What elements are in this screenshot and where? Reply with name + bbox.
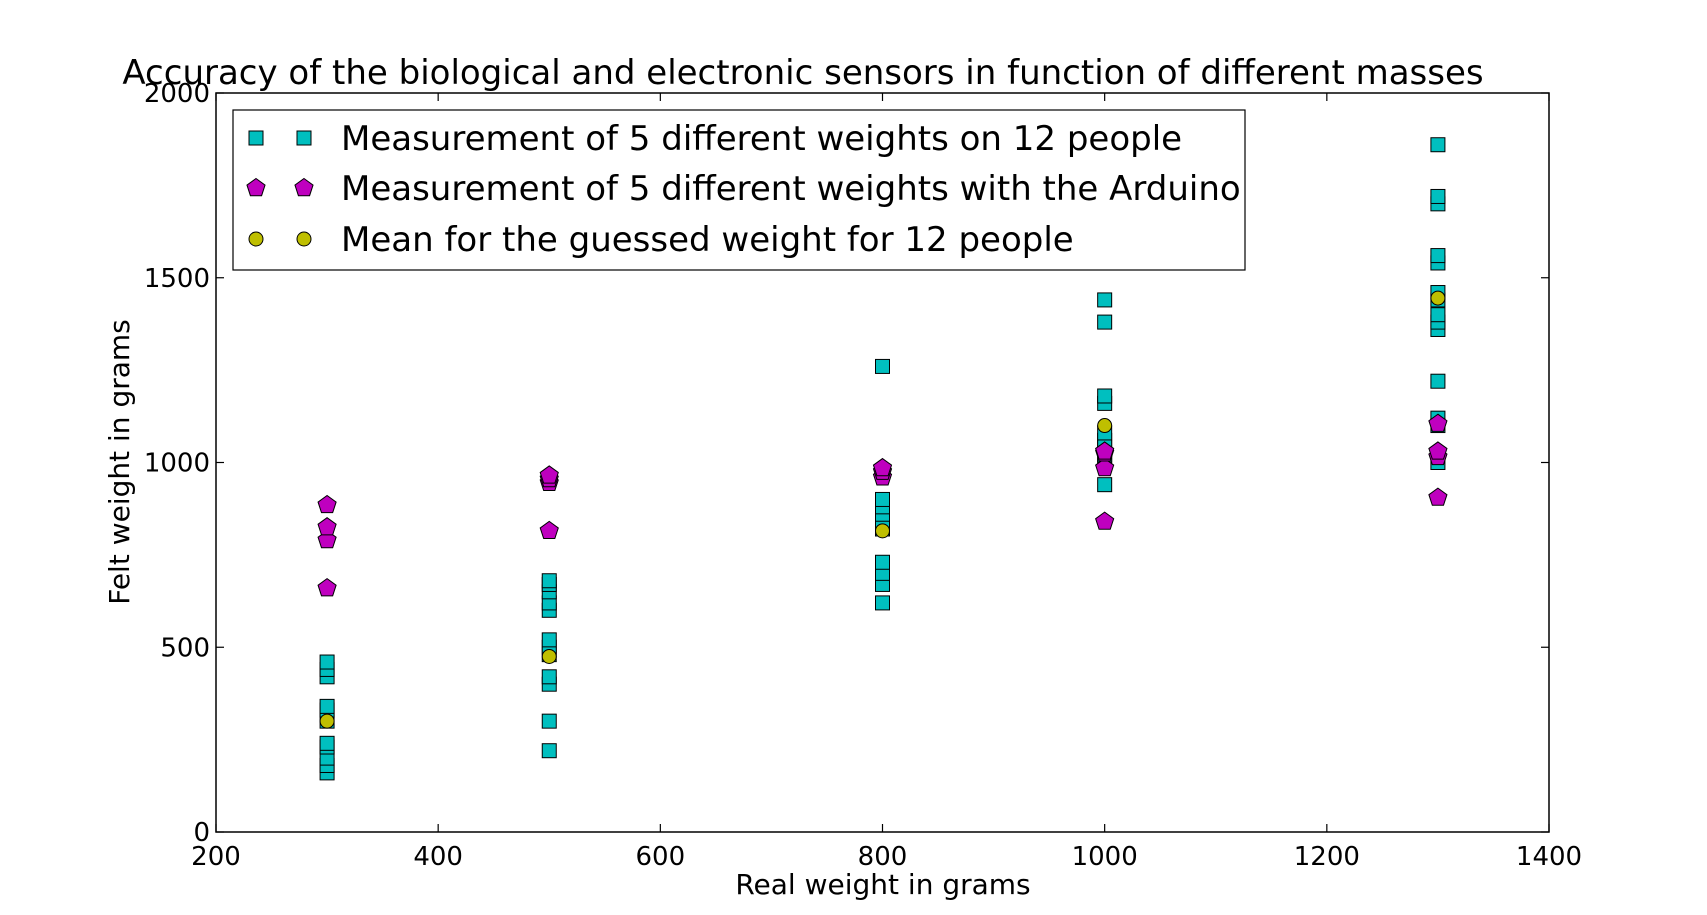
- legend-marker-pentagon: [294, 177, 314, 197]
- axis-ticks: 200 400 600 800 1000 1200 1400 0 500 1000 1500 2000: [144, 79, 1582, 872]
- data-point-square: [1430, 248, 1446, 264]
- y-tick-label: 0: [193, 818, 210, 848]
- x-axis-label: Real weight in grams: [735, 868, 1030, 901]
- data-point-pentagon: [1095, 457, 1115, 477]
- x-tick-label: 800: [858, 842, 908, 872]
- data-point-circle: [319, 713, 335, 729]
- legend-marker-circle: [296, 231, 312, 247]
- y-axis-label: Felt weight in grams: [103, 319, 136, 605]
- data-point-square: [875, 358, 890, 374]
- x-tick-label: 200: [191, 842, 241, 872]
- legend-label: Mean for the guessed weight for 12 peopl…: [341, 220, 1074, 260]
- legend: Measurement of 5 different weights on 12…: [232, 109, 1246, 271]
- data-point-pentagon: [1095, 441, 1115, 460]
- x-tick-label: 1000: [1072, 842, 1138, 872]
- legend-marker-pentagon: [246, 177, 266, 197]
- data-point-square: [1430, 188, 1446, 204]
- data-point-square: [1430, 307, 1446, 323]
- data-point-square: [1097, 314, 1113, 330]
- data-point-pentagon: [1428, 441, 1448, 460]
- x-tick-label: 600: [636, 842, 686, 872]
- data-point-square: [875, 491, 890, 507]
- data-point-pentagon: [317, 517, 337, 536]
- data-point-square: [1097, 388, 1113, 404]
- x-tick-label: 1400: [1516, 842, 1582, 872]
- data-point-pentagon: [872, 457, 893, 477]
- data-point-pentagon: [539, 465, 559, 484]
- legend-label: Measurement of 5 different weights on 12…: [341, 119, 1182, 159]
- data-markers: [317, 137, 1448, 781]
- data-point-square: [541, 573, 557, 589]
- data-point-circle: [875, 523, 890, 539]
- data-point-square: [319, 698, 335, 714]
- chart-title: Accuracy of the biological and electroni…: [122, 53, 1483, 93]
- data-point-circle: [541, 648, 557, 664]
- data-point-square: [541, 669, 557, 685]
- data-point-square: [541, 713, 557, 729]
- data-point-square: [541, 743, 557, 759]
- y-tick-label: 1500: [144, 264, 210, 294]
- legend-label: Measurement of 5 different weights with …: [341, 169, 1241, 209]
- legend-box: [232, 109, 1246, 271]
- data-point-square: [875, 554, 890, 570]
- data-point-pentagon: [1428, 413, 1448, 432]
- data-point-circle: [1097, 418, 1113, 434]
- y-tick-label: 500: [160, 633, 210, 663]
- y-tick-label: 2000: [144, 79, 210, 109]
- plot-frame: [215, 92, 1550, 833]
- data-point-pentagon: [317, 578, 337, 597]
- legend-marker-square: [248, 130, 264, 146]
- data-point-square: [541, 632, 557, 648]
- data-point-pentagon: [317, 494, 337, 514]
- data-point-square: [1097, 477, 1113, 493]
- series-pentagon-markers: [317, 413, 1448, 597]
- series-circle-markers: [319, 290, 1446, 729]
- data-point-square: [1430, 137, 1446, 153]
- y-tick-label: 1000: [144, 449, 210, 479]
- legend-marker-circle: [248, 231, 264, 247]
- x-tick-label: 400: [413, 842, 463, 872]
- data-point-pentagon: [1095, 511, 1115, 530]
- data-point-square: [319, 654, 335, 670]
- data-point-pentagon: [539, 520, 559, 540]
- data-point-square: [1430, 373, 1446, 389]
- data-point-circle: [1430, 290, 1446, 306]
- data-point-square: [1097, 292, 1113, 308]
- data-point-square: [319, 735, 335, 751]
- data-point-pentagon: [1428, 487, 1448, 506]
- x-tick-label: 1200: [1294, 842, 1360, 872]
- data-point-square: [875, 595, 890, 611]
- legend-marker-square: [296, 130, 312, 146]
